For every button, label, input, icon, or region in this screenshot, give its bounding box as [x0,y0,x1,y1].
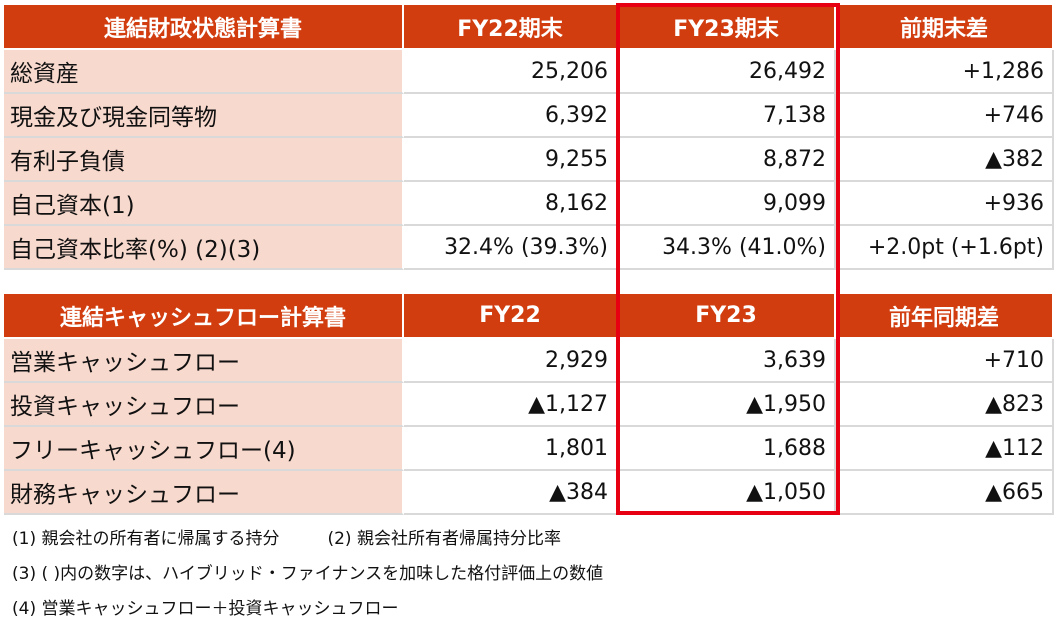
cell-fy22: 6,392 [404,94,618,138]
row-label: 自己資本比率(%) (2)(3) [4,226,404,270]
row-label: 総資産 [4,50,404,94]
cell-diff: ▲665 [836,471,1054,515]
cell-fy22: 32.4% (39.3%) [404,226,618,270]
footnotes: (1) 親会社の所有者に帰属する持分 (2) 親会社所有者帰属持分比率 (3) (… [12,522,603,627]
row-label: 有利子負債 [4,138,404,182]
balance-sheet-title: 連結財政状態計算書 [4,5,404,50]
cell-diff: ▲112 [836,427,1054,471]
balance-sheet-header-row: 連結財政状態計算書 FY22期末 FY23期末 前期末差 [4,5,1054,50]
cell-diff: ▲382 [836,138,1054,182]
cell-fy23: 34.3% (41.0%) [618,226,836,270]
col-header-diff: 前期末差 [836,5,1054,50]
cell-diff: ▲823 [836,383,1054,427]
cell-fy23: 8,872 [618,138,836,182]
col-header-fy23: FY23期末 [618,5,836,50]
row-label: 営業キャッシュフロー [4,339,404,383]
col-header-fy23: FY23 [618,294,836,339]
col-header-fy22: FY22期末 [404,5,618,50]
footnote-4: (4) 営業キャッシュフロー＋投資キャッシュフロー [12,599,399,619]
table-row: 営業キャッシュフロー 2,929 3,639 +710 [4,339,1054,383]
table-row: 財務キャッシュフロー ▲384 ▲1,050 ▲665 [4,471,1054,515]
cell-fy23: 7,138 [618,94,836,138]
footnote-line: (1) 親会社の所有者に帰属する持分 (2) 親会社所有者帰属持分比率 [12,522,603,557]
balance-sheet-table: 連結財政状態計算書 FY22期末 FY23期末 前期末差 総資産 25,206 … [4,5,1054,270]
cell-fy23: 26,492 [618,50,836,94]
cell-diff: +710 [836,339,1054,383]
cell-diff: +1,286 [836,50,1054,94]
cash-flow-header-row: 連結キャッシュフロー計算書 FY22 FY23 前年同期差 [4,294,1054,339]
cash-flow-table: 連結キャッシュフロー計算書 FY22 FY23 前年同期差 営業キャッシュフロー… [4,294,1054,515]
cell-fy22: 25,206 [404,50,618,94]
cell-diff: +2.0pt (+1.6pt) [836,226,1054,270]
cell-fy22: ▲384 [404,471,618,515]
table-row: 現金及び現金同等物 6,392 7,138 +746 [4,94,1054,138]
cell-fy22: 9,255 [404,138,618,182]
cell-fy22: 2,929 [404,339,618,383]
cell-fy23: 3,639 [618,339,836,383]
table-row: 自己資本(1) 8,162 9,099 +936 [4,182,1054,226]
row-label: 自己資本(1) [4,182,404,226]
cash-flow-title: 連結キャッシュフロー計算書 [4,294,404,339]
row-label: 現金及び現金同等物 [4,94,404,138]
footnote-2: (2) 親会社所有者帰属持分比率 [327,529,561,549]
cell-fy22: 1,801 [404,427,618,471]
cell-fy23: ▲1,050 [618,471,836,515]
row-label: 財務キャッシュフロー [4,471,404,515]
table-row: 総資産 25,206 26,492 +1,286 [4,50,1054,94]
footnote-3: (3) ( )内の数字は、ハイブリッド・ファイナンスを加味した格付評価上の数値 [12,564,604,584]
cell-diff: +746 [836,94,1054,138]
col-header-diff: 前年同期差 [836,294,1054,339]
table-row: 投資キャッシュフロー ▲1,127 ▲1,950 ▲823 [4,383,1054,427]
cell-fy22: 8,162 [404,182,618,226]
row-label: 投資キャッシュフロー [4,383,404,427]
cell-fy23: 1,688 [618,427,836,471]
col-header-fy22: FY22 [404,294,618,339]
cell-fy22: ▲1,127 [404,383,618,427]
cell-fy23: ▲1,950 [618,383,836,427]
cell-fy23: 9,099 [618,182,836,226]
table-row: フリーキャッシュフロー(4) 1,801 1,688 ▲112 [4,427,1054,471]
table-row: 有利子負債 9,255 8,872 ▲382 [4,138,1054,182]
table-row: 自己資本比率(%) (2)(3) 32.4% (39.3%) 34.3% (41… [4,226,1054,270]
cell-diff: +936 [836,182,1054,226]
footnote-1: (1) 親会社の所有者に帰属する持分 [12,529,280,549]
row-label: フリーキャッシュフロー(4) [4,427,404,471]
